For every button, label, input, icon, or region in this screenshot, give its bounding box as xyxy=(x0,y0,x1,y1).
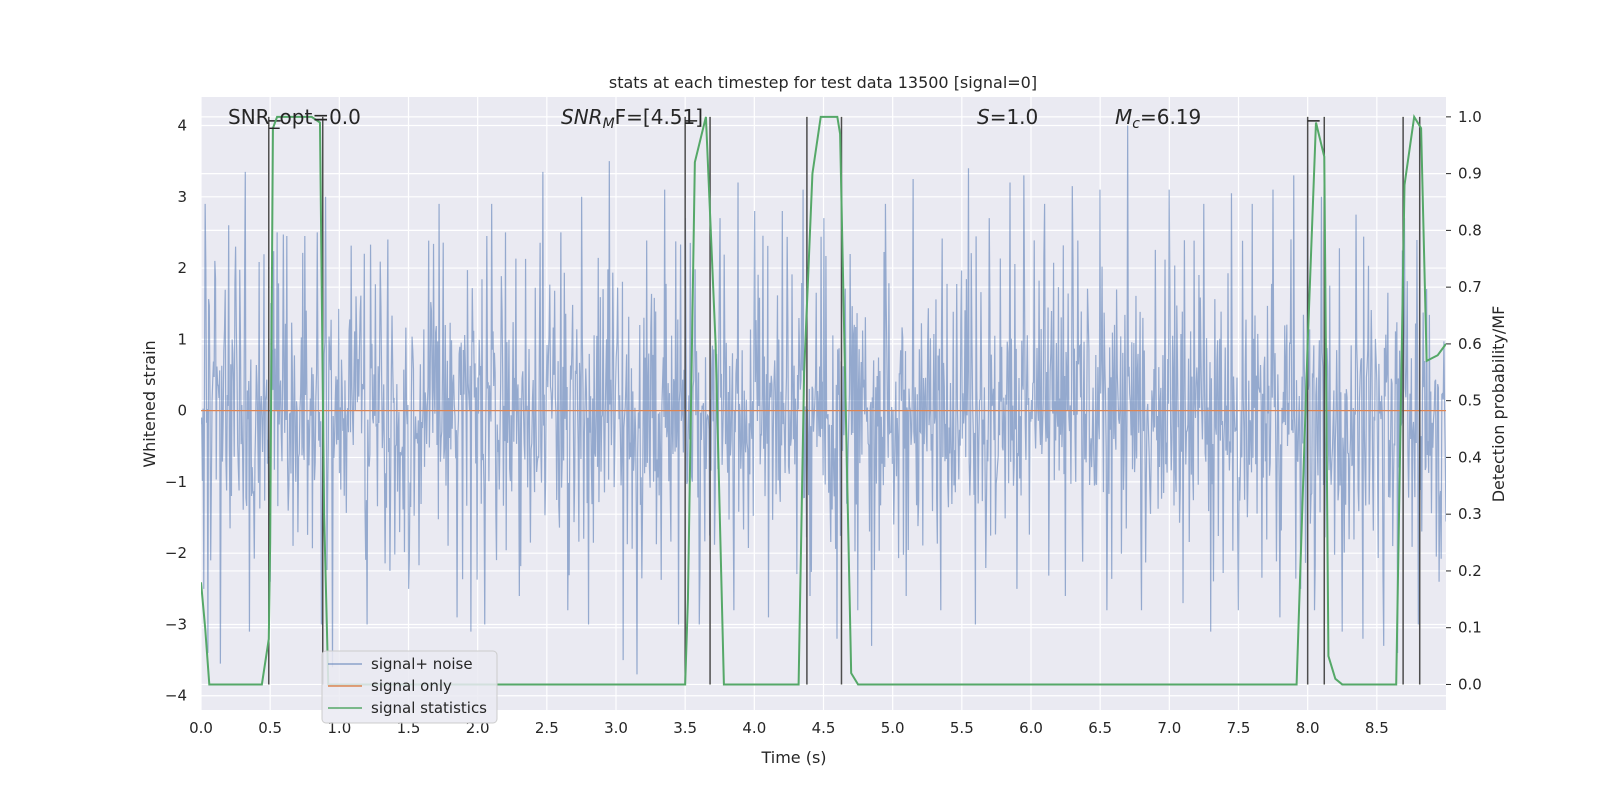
y-tick-label-1: −3 xyxy=(165,615,187,633)
y2-tick-label-2: 0.2 xyxy=(1458,562,1482,580)
y2-tick-label-10: 1.0 xyxy=(1458,108,1482,126)
y-tick-label-5: 1 xyxy=(177,330,187,348)
y-tick-label-4: 0 xyxy=(177,402,187,420)
x-tick-label-0: 0.0 xyxy=(189,719,213,737)
x-tick-label-16: 8.0 xyxy=(1296,719,1320,737)
noise-line xyxy=(201,125,1446,675)
annotation-s: S=1.0 xyxy=(977,105,1038,129)
x-tick-label-11: 5.5 xyxy=(950,719,974,737)
annotation-snr-opt: SNR_opt=0.0 xyxy=(228,105,361,129)
y2-tick-label-5: 0.5 xyxy=(1458,392,1482,410)
y2-tick-label-7: 0.7 xyxy=(1458,278,1482,296)
y-tick-label-3: −1 xyxy=(165,473,187,491)
legend-label-noise: signal+ noise xyxy=(371,655,473,673)
y2-tick-label-1: 0.1 xyxy=(1458,619,1482,637)
x-tick-label-9: 4.5 xyxy=(812,719,836,737)
annotation-snr-mf: SNRMF=[4.51] xyxy=(561,105,703,132)
legend-box xyxy=(321,650,498,724)
legend-label-signal: signal only xyxy=(371,677,452,695)
x-tick-label-15: 7.5 xyxy=(1227,719,1251,737)
legend: signal+ noise signal only signal statist… xyxy=(321,650,498,724)
y2-tick-label-0: 0.0 xyxy=(1458,675,1482,693)
y2-tick-label-4: 0.4 xyxy=(1458,448,1482,466)
annotation-s-value: =1.0 xyxy=(990,105,1039,129)
y2-tick-label-8: 0.8 xyxy=(1458,221,1482,239)
y-tick-label-6: 2 xyxy=(177,259,187,277)
chart-title: stats at each timestep for test data 135… xyxy=(609,73,1037,92)
y-axis-label: Whitened strain xyxy=(140,340,159,467)
y2-tick-label-6: 0.6 xyxy=(1458,335,1482,353)
series-signal-statistics xyxy=(201,113,1446,686)
plot-content xyxy=(201,113,1446,686)
annotation-mc: Mc=6.19 xyxy=(1115,105,1201,132)
y-tick-label-7: 3 xyxy=(177,188,187,206)
x-tick-label-7: 3.5 xyxy=(673,719,697,737)
annotation-mc-sub: c xyxy=(1132,116,1140,132)
x-tick-label-1: 0.5 xyxy=(258,719,282,737)
annotation-snr-mf-sub: M xyxy=(603,116,615,132)
statistics-line xyxy=(201,113,1446,686)
x-tick-label-14: 7.0 xyxy=(1157,719,1181,737)
annotation-mc-var: M xyxy=(1115,105,1132,129)
x-tick-label-5: 2.5 xyxy=(535,719,559,737)
legend-label-statistics: signal statistics xyxy=(371,699,487,717)
x-tick-label-8: 4.0 xyxy=(742,719,766,737)
y-tick-label-0: −4 xyxy=(165,687,187,705)
x-tick-label-12: 6.0 xyxy=(1019,719,1043,737)
x-tick-label-10: 5.0 xyxy=(881,719,905,737)
y2-tick-label-3: 0.3 xyxy=(1458,505,1482,523)
y-axis-ticks: −4 −3 −2 −1 0 1 2 3 4 xyxy=(165,117,187,705)
y-axis-right-ticks: 0.0 0.1 0.2 0.3 0.4 0.5 0.6 0.7 0.8 0.9 1.0 xyxy=(1446,108,1482,693)
y-axis-right-label: Detection probability/MF xyxy=(1489,306,1508,503)
y-tick-label-8: 4 xyxy=(177,117,187,135)
series-signal-noise xyxy=(201,125,1446,675)
annotation-snr-mf-suffix: F=[4.51] xyxy=(615,105,703,129)
x-axis-label: Time (s) xyxy=(760,748,826,767)
y2-tick-label-9: 0.9 xyxy=(1458,165,1482,183)
annotation-s-var: S xyxy=(977,105,990,129)
y-tick-label-2: −2 xyxy=(165,544,187,562)
x-tick-label-17: 8.5 xyxy=(1365,719,1389,737)
annotation-snr-mf-prefix: SNR xyxy=(561,105,603,129)
annotation-mc-value: =6.19 xyxy=(1140,105,1201,129)
x-tick-label-13: 6.5 xyxy=(1088,719,1112,737)
x-tick-label-6: 3.0 xyxy=(604,719,628,737)
